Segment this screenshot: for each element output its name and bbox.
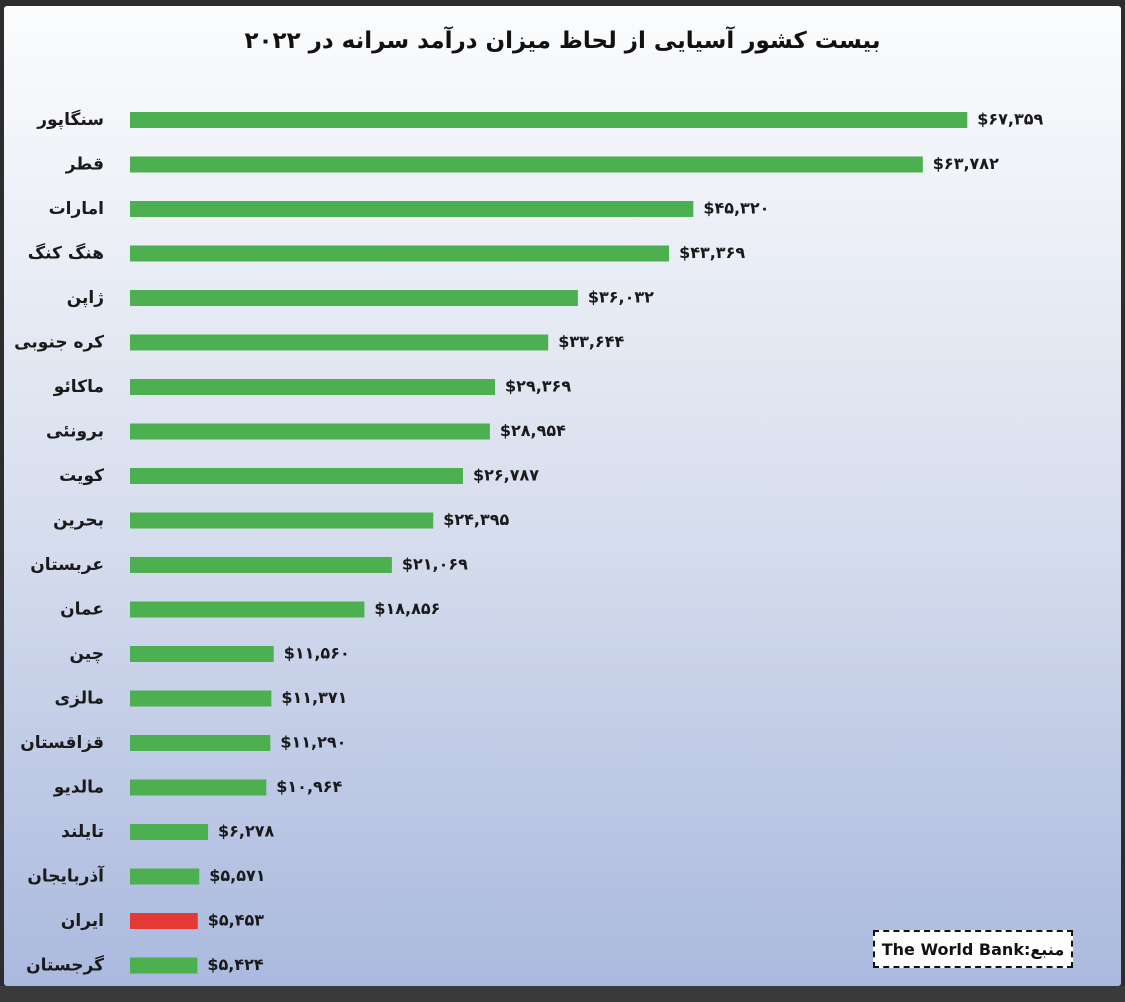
source-label: منبع: xyxy=(1023,939,1065,959)
bar xyxy=(130,423,490,440)
category-label: ایران xyxy=(61,911,104,931)
bar xyxy=(130,646,274,662)
category-label: گرجستان xyxy=(26,955,104,976)
bar xyxy=(130,334,549,351)
bar xyxy=(130,201,694,217)
bar xyxy=(130,913,198,929)
value-label: $۱۸,۸۵۶ xyxy=(374,599,440,618)
category-label: برونئی xyxy=(46,422,104,442)
category-label: تایلند xyxy=(61,822,104,842)
value-label: $۲۴,۳۹۵ xyxy=(443,510,509,529)
value-label: $۴۵,۳۲۰ xyxy=(703,199,769,218)
chart-title: بیست کشور آسیایی از لحاظ میزان درآمد سرا… xyxy=(244,28,881,54)
category-label: هنگ کنگ xyxy=(28,243,104,264)
bar xyxy=(130,690,272,707)
value-label: $۱۱,۳۷۱ xyxy=(281,688,347,707)
source-box: The World Bank منبع: xyxy=(873,930,1073,968)
bar xyxy=(130,468,463,484)
value-label: $۵,۴۵۳ xyxy=(208,911,265,930)
bar xyxy=(130,779,267,796)
category-label: قزاقستان xyxy=(20,733,104,753)
category-label: کره جنوبی xyxy=(14,333,104,353)
value-label: $۴۳,۳۶۹ xyxy=(679,243,745,262)
category-label: بحرین xyxy=(53,511,104,531)
value-label: $۳۳,۶۴۴ xyxy=(558,332,624,351)
bottom-bar xyxy=(0,986,1125,1002)
category-label: امارات xyxy=(49,199,104,219)
category-label: عربستان xyxy=(30,555,104,575)
category-label: مالزی xyxy=(55,689,104,709)
bar xyxy=(130,156,923,173)
category-label: عمان xyxy=(60,600,104,620)
value-label: $۲۸,۹۵۴ xyxy=(500,421,566,440)
value-label: $۲۱,۰۶۹ xyxy=(402,555,468,574)
bar xyxy=(130,379,496,395)
value-label: $۵,۴۲۴ xyxy=(207,955,264,974)
value-label: $۱۱,۵۶۰ xyxy=(284,644,350,663)
bar xyxy=(130,957,198,974)
chart-panel: بیست کشور آسیایی از لحاظ میزان درآمد سرا… xyxy=(4,6,1121,986)
source-name: The World Bank xyxy=(881,939,1024,959)
bar xyxy=(130,824,209,840)
category-label: ژاپن xyxy=(67,288,104,308)
category-label: ماکائو xyxy=(53,377,104,397)
bar xyxy=(130,512,434,529)
bar xyxy=(130,245,670,262)
bar xyxy=(130,557,392,573)
bar xyxy=(130,868,200,885)
category-label: کویت xyxy=(59,466,104,486)
bar xyxy=(130,601,365,618)
value-label: $۶,۲۷۸ xyxy=(218,822,275,841)
value-label: $۶۳,۷۸۲ xyxy=(933,154,999,173)
value-label: $۲۶,۷۸۷ xyxy=(473,466,539,485)
value-label: $۱۱,۲۹۰ xyxy=(280,733,346,752)
value-label: $۱۰,۹۶۴ xyxy=(276,777,342,796)
value-label: $۶۷,۳۵۹ xyxy=(977,110,1043,129)
bar xyxy=(130,735,271,751)
bar-chart: سنگاپور $۶۷,۳۵۹ قطر $۶۳,۷۸۲ امارات $۴۵,۳۲۰ هنگ… xyxy=(14,109,1043,976)
value-label: $۲۹,۳۶۹ xyxy=(505,377,571,396)
category-label: چین xyxy=(70,644,105,664)
category-label: سنگاپور xyxy=(36,109,104,130)
category-label: مالدیو xyxy=(53,778,104,798)
category-label: قطر xyxy=(65,155,104,175)
bar xyxy=(130,290,578,306)
category-label: آذربایجان xyxy=(27,865,105,887)
value-label: $۳۶,۰۳۲ xyxy=(588,288,654,307)
bar xyxy=(130,112,968,128)
value-label: $۵,۵۷۱ xyxy=(209,866,265,885)
